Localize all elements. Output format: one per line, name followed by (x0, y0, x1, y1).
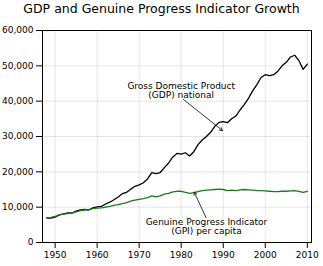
svg-text:2010: 2010 (296, 250, 319, 260)
svg-text:10,000: 10,000 (2, 202, 34, 212)
svg-text:30,000: 30,000 (2, 131, 34, 141)
svg-text:60,000: 60,000 (2, 25, 34, 35)
html-text:GDP and Genuine Progress Indic: GDP and Genuine Progress Indicator Growt… (23, 1, 300, 16)
svg-text:40,000: 40,000 (2, 96, 34, 106)
svg-text:Genuine Progress Indicator(GPI: Genuine Progress Indicator(GPI) per capi… (146, 217, 268, 236)
svg-text:2000: 2000 (254, 250, 277, 260)
svg-text:50,000: 50,000 (2, 61, 34, 71)
svg-text:Gross Domestic Product(GDP) na: Gross Domestic Product(GDP) national (127, 81, 235, 100)
svg-text:0: 0 (28, 237, 34, 247)
svg-text:20,000: 20,000 (2, 167, 34, 177)
svg-text:1970: 1970 (128, 250, 151, 260)
svg-text:1980: 1980 (170, 250, 193, 260)
svg-text:1950: 1950 (44, 250, 67, 260)
svg-text:1990: 1990 (212, 250, 235, 260)
svg-text:1960: 1960 (86, 250, 109, 260)
